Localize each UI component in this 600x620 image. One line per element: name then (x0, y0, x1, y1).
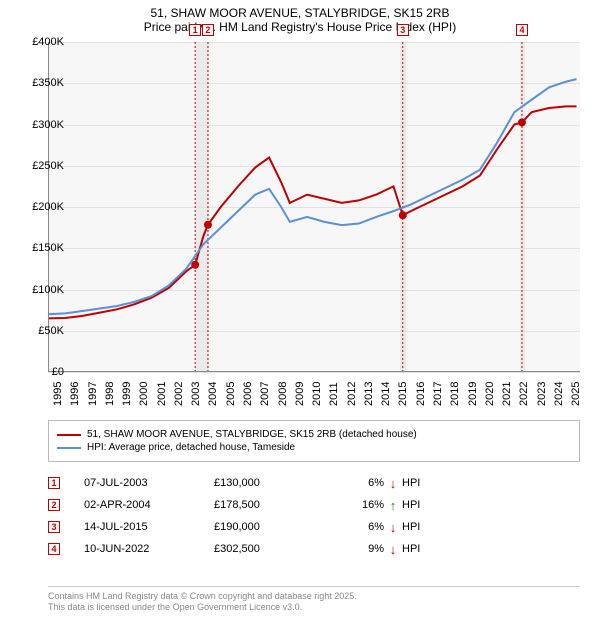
sales-row-price: £190,000 (214, 521, 324, 533)
x-axis-tick-label: 2019 (467, 382, 479, 406)
sales-row-price: £130,000 (214, 477, 324, 489)
chart-area: 1234 (48, 42, 580, 372)
chart-title-block: 51, SHAW MOOR AVENUE, STALYBRIDGE, SK15 … (0, 0, 600, 36)
x-axis-tick-label: 2005 (225, 382, 237, 406)
sales-row-diff: 6% (324, 521, 384, 533)
sales-row: 4 10-JUN-2022£302,5009%↓HPI (48, 538, 442, 560)
footer-line-1: Contains HM Land Registry data © Crown c… (48, 591, 580, 603)
y-axis-tick-label: £400K (32, 36, 64, 48)
footer-attribution: Contains HM Land Registry data © Crown c… (48, 586, 580, 614)
y-axis-tick-label: £300K (32, 119, 64, 131)
y-axis-tick-label: £350K (32, 77, 64, 89)
sales-row: 3 14-JUL-2015£190,0006%↓HPI (48, 516, 442, 538)
sales-row-date: 07-JUL-2003 (84, 477, 214, 489)
sale-marker-box: 1 (189, 24, 201, 36)
sales-row: 1 07-JUL-2003£130,0006%↓HPI (48, 472, 442, 494)
x-axis-tick-label: 2018 (449, 382, 461, 406)
sales-row-marker: 3 (48, 521, 60, 533)
sales-row-diff: 6% (324, 477, 384, 489)
x-axis-tick-label: 2011 (328, 382, 340, 406)
y-axis-tick-label: £150K (32, 242, 64, 254)
sales-row-arrow-icon: ↓ (384, 542, 402, 557)
x-axis-tick-label: 2004 (207, 382, 219, 406)
sales-row-hpi-label: HPI (402, 477, 442, 489)
sales-row: 2 02-APR-2004£178,50016%↑HPI (48, 494, 442, 516)
x-axis-tick-label: 1996 (69, 382, 81, 406)
x-axis-tick-label: 2020 (484, 382, 496, 406)
x-axis-tick-label: 2024 (553, 382, 565, 406)
title-line-2: Price paid vs. HM Land Registry's House … (0, 20, 600, 34)
x-axis-tick-label: 2009 (294, 382, 306, 406)
y-axis-tick-label: £100K (32, 284, 64, 296)
sales-row-price: £302,500 (214, 543, 324, 555)
sales-row-arrow-icon: ↓ (384, 520, 402, 535)
sales-row-hpi-label: HPI (402, 521, 442, 533)
gridline (48, 372, 580, 373)
x-axis-tick-label: 1999 (121, 382, 133, 406)
y-axis-tick-label: £50K (38, 325, 64, 337)
sales-row-arrow-icon: ↑ (384, 498, 402, 513)
sales-row-date: 10-JUN-2022 (84, 543, 214, 555)
x-axis-tick-label: 2021 (501, 382, 513, 406)
x-axis-tick-label: 2012 (346, 382, 358, 406)
y-axis-tick-label: £0 (52, 366, 64, 378)
x-axis-tick-label: 2001 (156, 382, 168, 406)
sale-marker-box: 2 (202, 24, 214, 36)
sales-row-date: 14-JUL-2015 (84, 521, 214, 533)
legend-item-price-paid: 51, SHAW MOOR AVENUE, STALYBRIDGE, SK15 … (57, 429, 571, 440)
sales-row-diff: 9% (324, 543, 384, 555)
sales-row-arrow-icon: ↓ (384, 476, 402, 491)
x-axis-tick-label: 2003 (190, 382, 202, 406)
sales-row-hpi-label: HPI (402, 543, 442, 555)
sales-row-hpi-label: HPI (402, 499, 442, 511)
y-axis-tick-label: £200K (32, 201, 64, 213)
legend-label-price-paid: 51, SHAW MOOR AVENUE, STALYBRIDGE, SK15 … (87, 429, 417, 440)
legend-box: 51, SHAW MOOR AVENUE, STALYBRIDGE, SK15 … (48, 420, 580, 462)
x-axis-tick-label: 1998 (104, 382, 116, 406)
x-axis-tick-label: 2000 (138, 382, 150, 406)
x-axis-tick-label: 2010 (311, 382, 323, 406)
title-line-1: 51, SHAW MOOR AVENUE, STALYBRIDGE, SK15 … (0, 6, 600, 20)
x-axis-tick-label: 2006 (242, 382, 254, 406)
sale-marker-box: 4 (516, 24, 528, 36)
x-axis-tick-label: 1997 (87, 382, 99, 406)
sales-row-marker: 2 (48, 499, 60, 511)
x-axis-tick-label: 2016 (415, 382, 427, 406)
y-axis-tick-label: £250K (32, 160, 64, 172)
x-axis-tick-label: 2013 (363, 382, 375, 406)
sales-table: 107-JUL-2003£130,0006%↓HPI202-APR-2004£1… (48, 472, 442, 560)
x-axis-tick-label: 2023 (536, 382, 548, 406)
x-axis-tick-label: 2025 (570, 382, 582, 406)
sales-row-price: £178,500 (214, 499, 324, 511)
x-axis-tick-label: 1995 (52, 382, 64, 406)
x-axis-tick-label: 2002 (173, 382, 185, 406)
legend-swatch-price-paid (57, 434, 81, 436)
footer-line-2: This data is licensed under the Open Gov… (48, 602, 580, 614)
x-axis-tick-label: 2014 (380, 382, 392, 406)
sales-row-date: 02-APR-2004 (84, 499, 214, 511)
legend-swatch-hpi (57, 447, 81, 449)
x-axis-tick-label: 2008 (277, 382, 289, 406)
sales-row-marker: 4 (48, 543, 60, 555)
x-axis-tick-label: 2015 (397, 382, 409, 406)
x-axis-tick-label: 2017 (432, 382, 444, 406)
sales-row-marker: 1 (48, 477, 60, 489)
legend-item-hpi: HPI: Average price, detached house, Tame… (57, 442, 571, 453)
sales-row-diff: 16% (324, 499, 384, 511)
x-axis-tick-label: 2007 (259, 382, 271, 406)
sale-marker-box: 3 (397, 24, 409, 36)
legend-label-hpi: HPI: Average price, detached house, Tame… (87, 442, 295, 453)
axis-border (48, 42, 580, 372)
x-axis-tick-label: 2022 (518, 382, 530, 406)
